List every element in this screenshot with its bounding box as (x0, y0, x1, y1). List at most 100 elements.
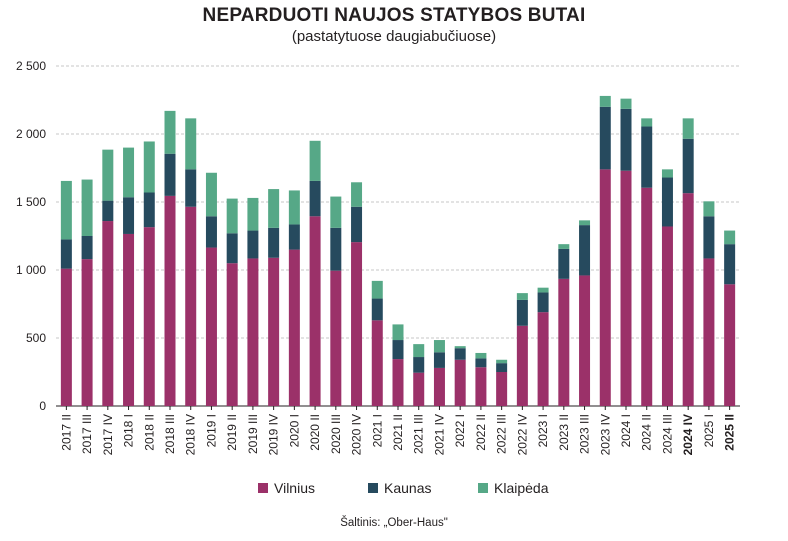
legend-swatch-klaipeda (478, 483, 488, 493)
source-note: Šaltinis: „Ober-Haus" (340, 517, 448, 529)
bar-segment-kaunas (268, 227, 280, 258)
bar-segment-klaip-da (537, 287, 549, 293)
bar-segment-kaunas (599, 106, 611, 170)
bar-segment-vilnius (330, 270, 342, 406)
bar-segment-vilnius (392, 359, 404, 406)
bar-segment-vilnius (599, 169, 611, 406)
bar-segment-kaunas (496, 363, 508, 372)
bar-segment-klaip-da (558, 244, 570, 249)
bar-segment-vilnius (205, 247, 217, 406)
x-tick-label: 2025 II (723, 414, 737, 451)
legend-label-vilnius: Vilnius (274, 480, 315, 496)
x-tick-label: 2019 III (246, 414, 260, 454)
y-tick-label: 500 (26, 331, 46, 345)
bar-segment-klaip-da (516, 293, 528, 300)
bar-segment-kaunas (351, 206, 363, 243)
legend-label-klaipeda: Klaipėda (494, 480, 549, 496)
y-tick-label: 0 (39, 399, 46, 413)
bar-segment-klaip-da (268, 189, 280, 228)
x-tick-label: 2023 IV (598, 414, 612, 455)
bar-segment-kaunas (724, 244, 736, 285)
bar-segment-kaunas (475, 358, 487, 368)
bar-segment-klaip-da (102, 149, 114, 201)
bar-segment-klaip-da (599, 95, 611, 107)
x-tick-label: 2021 I (370, 414, 384, 447)
x-tick-label: 2020 III (329, 414, 343, 454)
legend-item-vilnius: Vilnius (258, 480, 315, 496)
x-tick-label: 2018 III (163, 414, 177, 454)
bar-segment-klaip-da (164, 110, 176, 154)
bar-segment-vilnius (724, 284, 736, 406)
bar-segment-klaip-da (641, 118, 653, 127)
bar-segment-klaip-da (185, 118, 197, 170)
bar-segment-vilnius (558, 278, 570, 406)
x-tick-label: 2018 I (122, 414, 136, 447)
bar-segment-vilnius (433, 367, 445, 406)
bar-segment-vilnius (579, 275, 591, 406)
bar-segment-klaip-da (579, 220, 591, 226)
bar-segment-kaunas (516, 299, 528, 326)
bar-segment-klaip-da (81, 179, 93, 236)
x-tick-label: 2020 I (287, 414, 301, 447)
bar-segment-vilnius (620, 170, 632, 406)
x-tick-label: 2018 II (142, 414, 156, 451)
bar-segment-klaip-da (60, 180, 72, 240)
bar-segment-klaip-da (288, 190, 300, 225)
bar-segment-klaip-da (661, 169, 673, 178)
x-tick-label: 2019 IV (267, 414, 281, 455)
x-tick-label: 2025 I (702, 414, 716, 447)
bar-segment-kaunas (454, 348, 466, 360)
bar-segment-kaunas (330, 227, 342, 271)
chart-subtitle: (pastatytuose daugiabučiuose) (291, 28, 497, 45)
bar-segment-kaunas (558, 248, 570, 279)
bar-segment-klaip-da (226, 198, 238, 234)
bar-segment-vilnius (641, 187, 653, 406)
bar-segment-vilnius (60, 268, 72, 406)
bar-segment-kaunas (703, 216, 715, 259)
legend-label-kaunas: Kaunas (384, 480, 432, 496)
x-tick-label: 2022 I (453, 414, 467, 447)
bar-segment-vilnius (123, 233, 135, 406)
bar-segment-vilnius (164, 195, 176, 406)
x-tick-label: 2023 II (557, 414, 571, 451)
bar-segment-kaunas (641, 126, 653, 188)
x-tick-label: 2024 III (660, 414, 674, 454)
bar-segment-vilnius (143, 227, 155, 406)
bar-segment-klaip-da (475, 352, 487, 359)
bar-segment-kaunas (164, 153, 176, 196)
bar-segment-kaunas (102, 200, 114, 222)
x-tick-label: 2020 II (308, 414, 322, 451)
x-tick-label: 2022 IV (515, 414, 529, 455)
bar-segment-vilnius (413, 372, 425, 406)
bar-segment-klaip-da (143, 141, 155, 193)
bar-segment-kaunas (123, 197, 135, 234)
legend-swatch-vilnius (258, 483, 268, 493)
bar-segment-vilnius (185, 206, 197, 406)
bar-segment-vilnius (496, 372, 508, 406)
bar-segment-vilnius (81, 259, 93, 406)
bar-segment-kaunas (205, 216, 217, 248)
bar-segment-klaip-da (351, 182, 363, 207)
x-tick-label: 2018 IV (184, 414, 198, 455)
x-tick-label: 2024 IV (681, 414, 695, 455)
bar-segment-kaunas (371, 298, 383, 321)
x-tick-label: 2017 IV (101, 414, 115, 455)
bar-segment-klaip-da (371, 280, 383, 299)
bar-segment-vilnius (454, 359, 466, 406)
bar-segment-vilnius (661, 226, 673, 406)
x-tick-label: 2022 II (474, 414, 488, 451)
bar-segment-kaunas (537, 292, 549, 313)
bar-segment-kaunas (185, 169, 197, 207)
bar-segment-kaunas (60, 239, 72, 269)
bar-segment-vilnius (268, 257, 280, 406)
bar-segment-vilnius (537, 312, 549, 406)
bar-segment-vilnius (682, 193, 694, 406)
x-tick-label: 2024 I (619, 414, 633, 447)
bar-segment-vilnius (288, 249, 300, 406)
x-tick-label: 2023 I (536, 414, 550, 447)
bar-segment-kaunas (247, 230, 259, 259)
bar-segment-vilnius (247, 258, 259, 406)
legend-swatch-kaunas (368, 483, 378, 493)
bar-segment-klaip-da (454, 346, 466, 349)
bar-segment-kaunas (620, 108, 632, 171)
